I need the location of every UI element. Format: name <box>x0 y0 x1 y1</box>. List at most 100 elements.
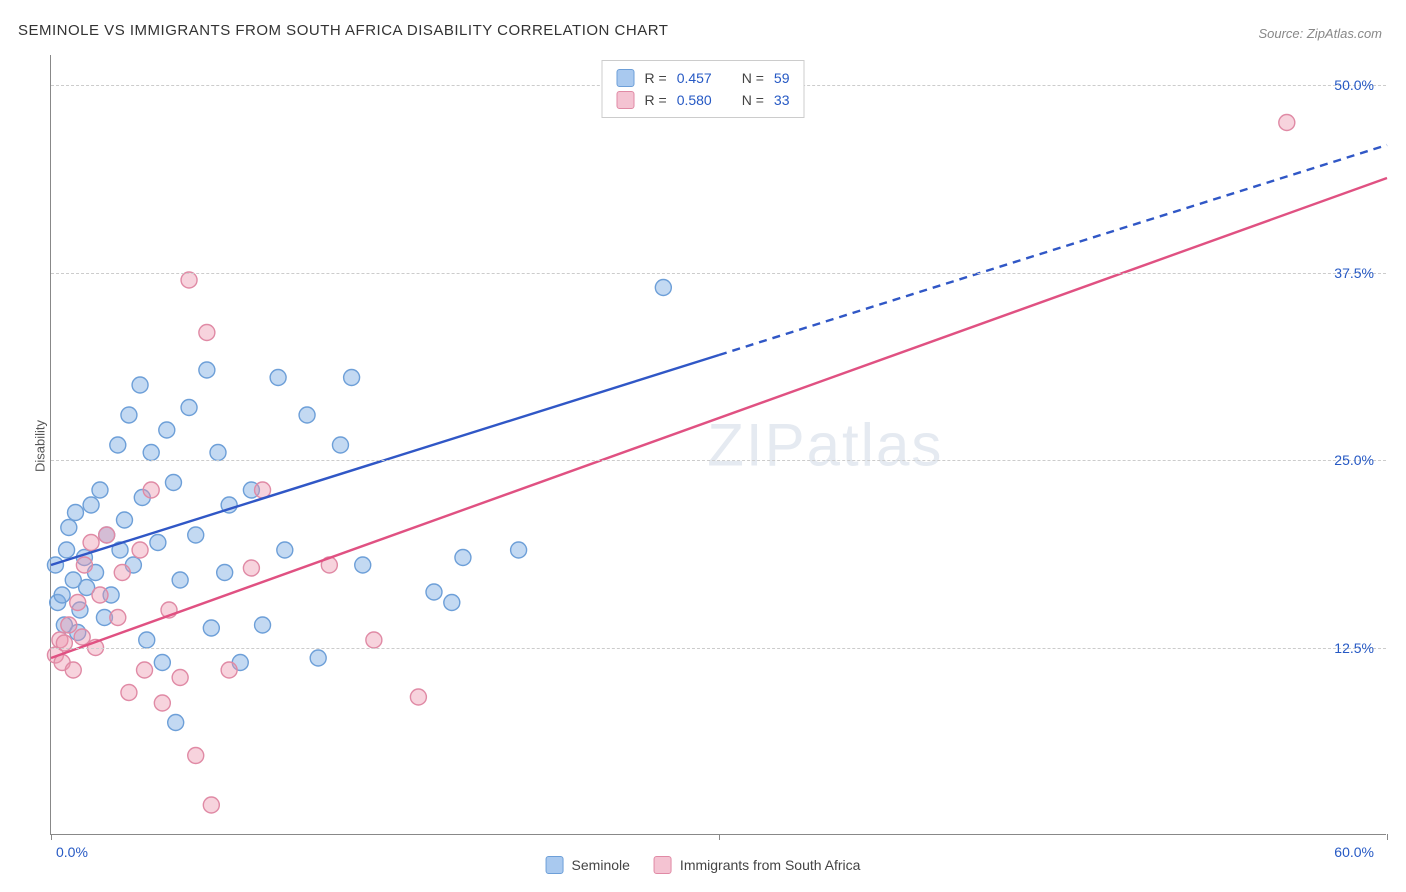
data-point <box>150 535 166 551</box>
n-value: 33 <box>774 92 790 108</box>
data-point <box>114 565 130 581</box>
data-point <box>270 370 286 386</box>
data-point <box>143 445 159 461</box>
data-point <box>410 689 426 705</box>
chart-title: SEMINOLE VS IMMIGRANTS FROM SOUTH AFRICA… <box>18 22 668 39</box>
data-point <box>221 662 237 678</box>
data-point <box>121 407 137 423</box>
data-point <box>99 527 115 543</box>
legend-item: Immigrants from South Africa <box>654 856 861 874</box>
data-point <box>655 280 671 296</box>
data-point <box>121 685 137 701</box>
legend-swatch <box>546 856 564 874</box>
r-value: 0.457 <box>677 70 712 86</box>
scatter-svg <box>51 55 1386 834</box>
legend-item: Seminole <box>546 856 630 874</box>
data-point <box>154 695 170 711</box>
data-point <box>67 505 83 521</box>
data-point <box>143 482 159 498</box>
stat-row: R = 0.457 N = 59 <box>617 67 790 89</box>
y-axis-label: Disability <box>33 420 48 472</box>
data-point <box>299 407 315 423</box>
data-point <box>181 272 197 288</box>
data-point <box>355 557 371 573</box>
data-point <box>92 587 108 603</box>
data-point <box>154 655 170 671</box>
series-legend: Seminole Immigrants from South Africa <box>546 856 861 874</box>
data-point <box>344 370 360 386</box>
data-point <box>139 632 155 648</box>
x-tick-label: 0.0% <box>56 844 88 860</box>
data-point <box>59 542 75 558</box>
data-point <box>83 535 99 551</box>
stat-row: R = 0.580 N = 33 <box>617 89 790 111</box>
y-tick-label: 12.5% <box>1334 640 1374 656</box>
data-point <box>199 362 215 378</box>
x-tick-label: 60.0% <box>1334 844 1374 860</box>
n-value: 59 <box>774 70 790 86</box>
legend-swatch <box>654 856 672 874</box>
y-tick-label: 37.5% <box>1334 265 1374 281</box>
x-tick-mark <box>1387 834 1388 840</box>
data-point <box>132 542 148 558</box>
data-point <box>54 587 70 603</box>
trend-line-dashed <box>719 145 1387 355</box>
data-point <box>132 377 148 393</box>
data-point <box>83 497 99 513</box>
data-point <box>172 670 188 686</box>
data-point <box>366 632 382 648</box>
data-point <box>165 475 181 491</box>
gridline <box>51 648 1386 649</box>
y-tick-label: 25.0% <box>1334 452 1374 468</box>
data-point <box>92 482 108 498</box>
data-point <box>168 715 184 731</box>
data-point <box>188 527 204 543</box>
gridline <box>51 460 1386 461</box>
stats-legend-box: R = 0.457 N = 59 R = 0.580 N = 33 <box>602 60 805 118</box>
r-value: 0.580 <box>677 92 712 108</box>
data-point <box>243 560 259 576</box>
data-point <box>56 635 72 651</box>
data-point <box>116 512 132 528</box>
data-point <box>217 565 233 581</box>
data-point <box>426 584 442 600</box>
r-label: R = <box>645 70 667 86</box>
trend-line <box>51 178 1387 658</box>
data-point <box>199 325 215 341</box>
data-point <box>110 610 126 626</box>
data-point <box>65 662 81 678</box>
n-label: N = <box>742 70 764 86</box>
legend-swatch <box>617 91 635 109</box>
data-point <box>511 542 527 558</box>
data-point <box>61 617 77 633</box>
chart-container: SEMINOLE VS IMMIGRANTS FROM SOUTH AFRICA… <box>0 0 1406 892</box>
data-point <box>74 629 90 645</box>
n-label: N = <box>742 92 764 108</box>
plot-area: ZIPatlas 12.5%25.0%37.5%50.0%0.0%60.0% <box>50 55 1386 835</box>
data-point <box>444 595 460 611</box>
x-tick-mark <box>719 834 720 840</box>
data-point <box>210 445 226 461</box>
legend-swatch <box>617 69 635 87</box>
data-point <box>137 662 153 678</box>
data-point <box>332 437 348 453</box>
data-point <box>76 557 92 573</box>
source-attribution: Source: ZipAtlas.com <box>1258 26 1382 41</box>
y-tick-label: 50.0% <box>1334 77 1374 93</box>
r-label: R = <box>645 92 667 108</box>
data-point <box>188 748 204 764</box>
data-point <box>1279 115 1295 131</box>
data-point <box>255 617 271 633</box>
data-point <box>181 400 197 416</box>
data-point <box>61 520 77 536</box>
data-point <box>70 595 86 611</box>
data-point <box>310 650 326 666</box>
gridline <box>51 273 1386 274</box>
data-point <box>277 542 293 558</box>
legend-label: Immigrants from South Africa <box>680 857 861 873</box>
legend-label: Seminole <box>572 857 630 873</box>
data-point <box>455 550 471 566</box>
data-point <box>110 437 126 453</box>
x-tick-mark <box>51 834 52 840</box>
data-point <box>159 422 175 438</box>
